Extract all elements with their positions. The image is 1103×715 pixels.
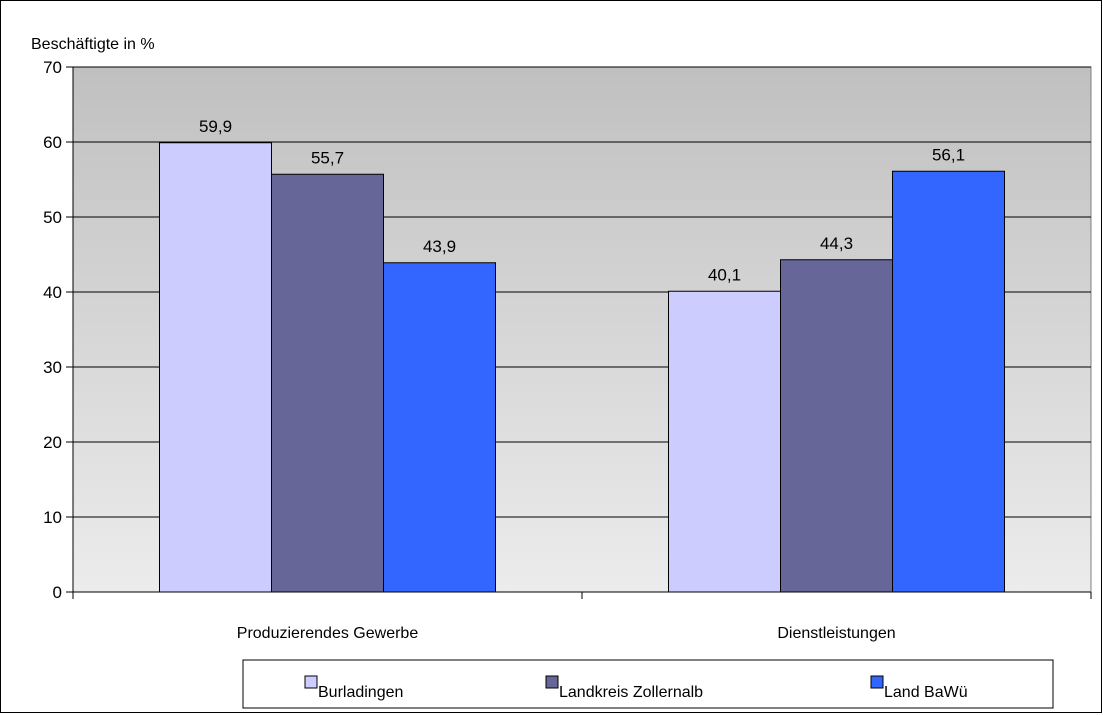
y-tick-label: 40	[43, 283, 62, 302]
y-tick-label: 30	[43, 358, 62, 377]
legend-label: Land BaWü	[884, 684, 968, 701]
y-tick-label: 0	[53, 583, 62, 602]
legend-label: Landkreis Zollernalb	[559, 684, 703, 701]
y-tick-label: 20	[43, 433, 62, 452]
data-label: 43,9	[423, 237, 456, 256]
bar	[271, 173, 384, 593]
legend-swatch	[304, 675, 318, 689]
bar	[668, 290, 781, 593]
legend-label: Burladingen	[318, 684, 403, 701]
bar	[780, 259, 893, 593]
y-tick-label: 60	[43, 133, 62, 152]
y-tick-label: 50	[43, 208, 62, 227]
data-label: 59,9	[199, 117, 232, 136]
legend-swatch	[870, 675, 884, 689]
legend: Burladingen Landkreis Zollernalb Land BaWü	[242, 659, 1054, 709]
bar	[383, 262, 496, 593]
bar	[892, 170, 1005, 593]
data-label: 55,7	[311, 148, 344, 167]
legend-box	[242, 659, 1054, 709]
x-category-label: Produzierendes Gewerbe	[237, 625, 419, 642]
data-label: 40,1	[708, 265, 741, 284]
data-label: 44,3	[820, 234, 853, 253]
data-label: 56,1	[932, 145, 965, 164]
bar	[159, 142, 272, 593]
legend-swatch	[545, 675, 559, 689]
y-tick-label: 70	[43, 58, 62, 77]
y-tick-label: 10	[43, 508, 62, 527]
y-axis-title: Beschäftigte in %	[31, 36, 155, 53]
x-category-label: Dienstleistungen	[777, 625, 895, 642]
